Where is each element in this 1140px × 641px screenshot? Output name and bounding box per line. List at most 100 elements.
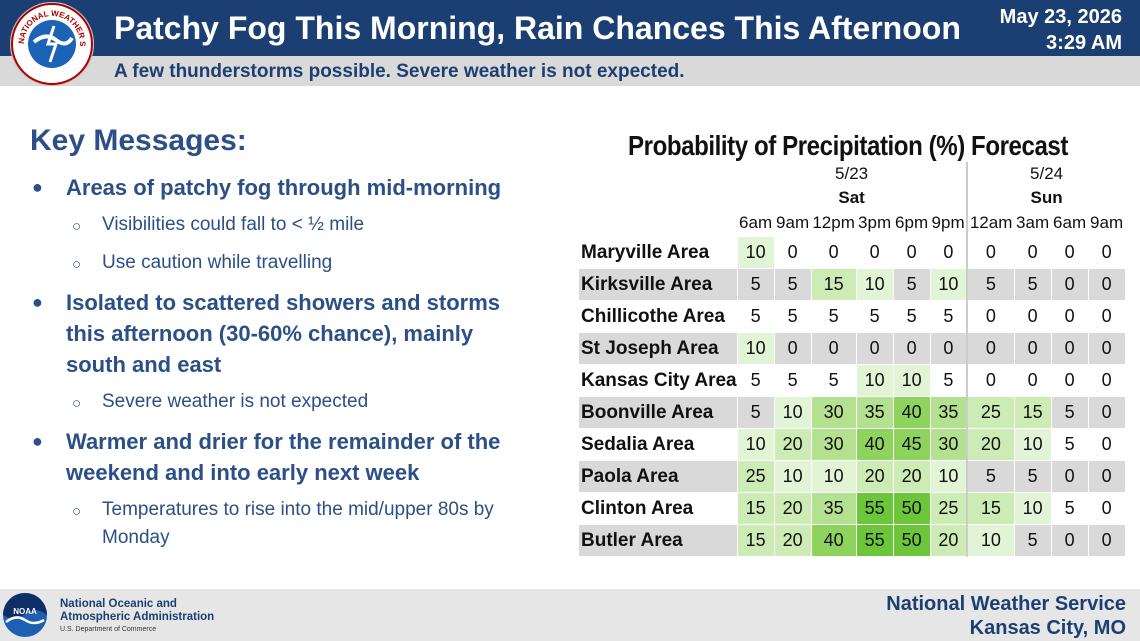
pop-cell: 0 bbox=[1087, 524, 1126, 557]
pop-cell: 15 bbox=[966, 492, 1015, 525]
pop-cell: 0 bbox=[1050, 268, 1089, 301]
pop-cell: 10 bbox=[736, 236, 775, 269]
pop-cell: 0 bbox=[1050, 300, 1089, 333]
pop-cell: 35 bbox=[810, 492, 857, 525]
pop-table: 5/23 5/24 Sat Sun 6am 9am 12pm 3pm 6pm 9pm 12am 3am… bbox=[578, 162, 1126, 557]
pop-cell: 5 bbox=[810, 364, 857, 397]
pop-cell: 0 bbox=[773, 236, 812, 269]
pop-cell: 0 bbox=[1050, 364, 1089, 397]
area-name: Sedalia Area bbox=[578, 428, 738, 461]
pop-cell: 30 bbox=[810, 396, 857, 429]
bullet-ring-icon: ○ bbox=[72, 395, 82, 412]
table-row: Maryville Area 10 0 0 0 0 0 0 0 0 0 bbox=[578, 236, 1126, 269]
noaa-dept: U.S. Department of Commerce bbox=[60, 626, 157, 633]
area-name: Chillicothe Area bbox=[578, 300, 738, 333]
area-name: Kirksville Area bbox=[578, 268, 738, 301]
pop-cell: 5 bbox=[966, 460, 1015, 493]
area-name: Boonville Area bbox=[578, 396, 738, 429]
pop-cell: 40 bbox=[855, 428, 894, 461]
forecast-date: 5/23 bbox=[737, 162, 968, 186]
pop-cell: 5 bbox=[892, 268, 931, 301]
table-row: Chillicothe Area 5 5 5 5 5 5 0 0 0 0 bbox=[578, 300, 1126, 333]
pop-cell: 0 bbox=[1087, 364, 1126, 397]
pop-cell: 0 bbox=[966, 236, 1015, 269]
pop-cell: 25 bbox=[736, 460, 775, 493]
noaa-logo-icon: NOAA bbox=[3, 593, 47, 637]
pop-cell: 0 bbox=[1087, 428, 1126, 461]
bullet-dot-icon: ● bbox=[32, 431, 43, 451]
forecast-day: Sun bbox=[966, 186, 1126, 210]
pop-cell: 10 bbox=[736, 428, 775, 461]
area-name: Paola Area bbox=[578, 460, 738, 493]
pop-cell: 0 bbox=[892, 332, 931, 365]
subheader-bar bbox=[0, 56, 1140, 86]
key-message-1: ● Areas of patchy fog through mid-morning bbox=[30, 172, 530, 203]
time-header: 3am bbox=[1014, 210, 1052, 237]
nws-office: National Weather Service Kansas City, MO bbox=[886, 593, 1126, 639]
pop-cell: 30 bbox=[810, 428, 857, 461]
pop-cell: 20 bbox=[929, 524, 968, 557]
time-header: 6am bbox=[1051, 210, 1089, 237]
pop-cell: 15 bbox=[736, 524, 775, 557]
pop-cell: 0 bbox=[1087, 460, 1126, 493]
pop-cell: 15 bbox=[736, 492, 775, 525]
pop-cell: 0 bbox=[855, 332, 894, 365]
pop-cell: 5 bbox=[855, 300, 894, 333]
pop-cell: 35 bbox=[929, 396, 968, 429]
pop-cell: 5 bbox=[1050, 396, 1089, 429]
pop-cell: 20 bbox=[773, 492, 812, 525]
pop-cell: 0 bbox=[1050, 332, 1089, 365]
time-header: 3pm bbox=[856, 210, 894, 237]
nws-logo: NATIONAL WEATHER SERVICE bbox=[7, 0, 94, 86]
time-header: 9am bbox=[774, 210, 812, 237]
table-row: Butler Area 15 20 40 55 50 20 10 5 0 0 bbox=[578, 524, 1126, 557]
table-row: Kirksville Area 5 5 15 10 5 10 5 5 0 0 bbox=[578, 268, 1126, 301]
area-name: Clinton Area bbox=[578, 492, 738, 525]
pop-cell: 50 bbox=[892, 492, 931, 525]
pop-cell: 5 bbox=[892, 300, 931, 333]
key-message-3: ● Warmer and drier for the remainder of t… bbox=[30, 426, 530, 488]
pop-cell: 30 bbox=[929, 428, 968, 461]
area-name: Kansas City Area bbox=[578, 364, 738, 397]
pop-cell: 10 bbox=[773, 396, 812, 429]
pop-cell: 20 bbox=[966, 428, 1015, 461]
pop-cell: 55 bbox=[855, 524, 894, 557]
pop-cell: 10 bbox=[1013, 428, 1052, 461]
pop-cell: 40 bbox=[892, 396, 931, 429]
forecast-date: 5/24 bbox=[966, 162, 1126, 186]
key-messages-list: ● Areas of patchy fog through mid-morning… bbox=[30, 172, 530, 562]
pop-cell: 10 bbox=[855, 268, 894, 301]
time-header: 6am bbox=[737, 210, 775, 237]
table-row: Paola Area 25 10 10 20 20 10 5 5 0 0 bbox=[578, 460, 1126, 493]
pop-cell: 0 bbox=[966, 300, 1015, 333]
pop-cell: 0 bbox=[1050, 460, 1089, 493]
pop-cell: 10 bbox=[966, 524, 1015, 557]
time-header: 6pm bbox=[893, 210, 931, 237]
pop-cell: 0 bbox=[1087, 492, 1126, 525]
pop-cell: 5 bbox=[929, 300, 968, 333]
pop-cell: 10 bbox=[1013, 492, 1052, 525]
pop-cell: 0 bbox=[855, 236, 894, 269]
pop-cell: 0 bbox=[810, 236, 857, 269]
time-header: 9pm bbox=[930, 210, 968, 237]
pop-cell: 5 bbox=[773, 364, 812, 397]
footer-bar bbox=[0, 589, 1140, 641]
pop-cell: 5 bbox=[736, 300, 775, 333]
bullet-dot-icon: ● bbox=[32, 292, 43, 312]
table-row: Kansas City Area 5 5 5 10 10 5 0 0 0 0 bbox=[578, 364, 1126, 397]
bullet-dot-icon: ● bbox=[32, 177, 43, 197]
time-header: 9am bbox=[1088, 210, 1126, 237]
pop-cell: 45 bbox=[892, 428, 931, 461]
time-header: 12am bbox=[966, 210, 1015, 237]
pop-cell: 5 bbox=[736, 396, 775, 429]
key-message-2: ● Isolated to scattered showers and storm… bbox=[30, 287, 530, 380]
pop-cell: 10 bbox=[892, 364, 931, 397]
header-bar bbox=[0, 0, 1140, 56]
pop-cell: 0 bbox=[1087, 300, 1126, 333]
bullet-ring-icon: ○ bbox=[72, 218, 82, 235]
pop-cell: 35 bbox=[855, 396, 894, 429]
noaa-name: National Oceanic and Atmospheric Adminis… bbox=[60, 598, 215, 623]
pop-cell: 10 bbox=[810, 460, 857, 493]
pop-cell: 0 bbox=[773, 332, 812, 365]
pop-cell: 5 bbox=[773, 268, 812, 301]
